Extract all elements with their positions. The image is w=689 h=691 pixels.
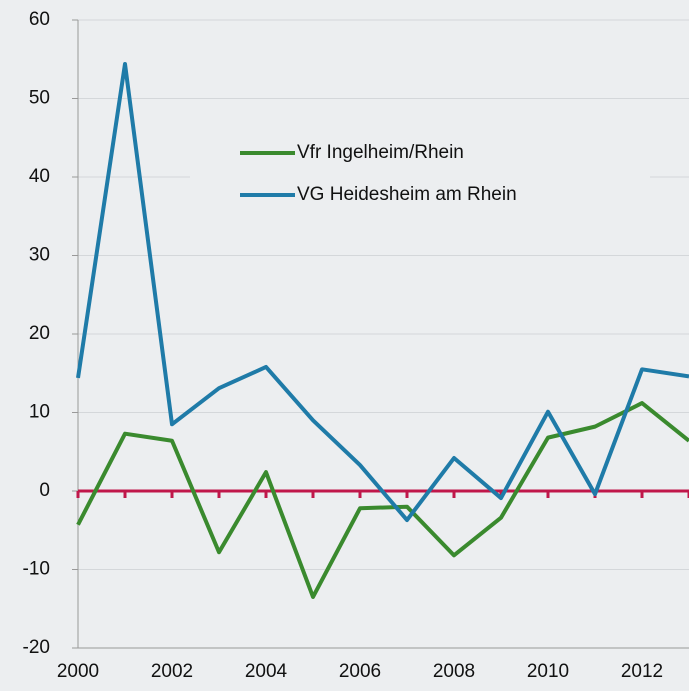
y-tick-label: 60 [29,9,50,30]
x-tick-label: 2012 [621,661,663,682]
legend-box [190,130,650,220]
line-series [76,61,689,523]
y-tick-label: 10 [29,402,50,423]
x-tick-label: 2002 [151,661,193,682]
legend-label: VG Heidesheim am Rhein [297,184,517,205]
x-tick-label: 2006 [339,661,381,682]
y-tick-label: -20 [23,637,50,658]
y-tick-label: 40 [29,166,50,187]
x-tick-label: 2010 [527,661,569,682]
y-tick-label: 20 [29,323,50,344]
y-tick-label: -10 [23,559,50,580]
y-tick-label: 30 [29,245,50,266]
x-tick-label: 2004 [245,661,288,682]
legend-label: Vfr Ingelheim/Rhein [297,142,464,163]
y-tick-label: 50 [29,88,50,109]
y-tick-label: 0 [39,480,50,501]
line-series [76,401,689,599]
x-tick-label: 2008 [433,661,475,682]
x-tick-label: 2000 [57,661,99,682]
